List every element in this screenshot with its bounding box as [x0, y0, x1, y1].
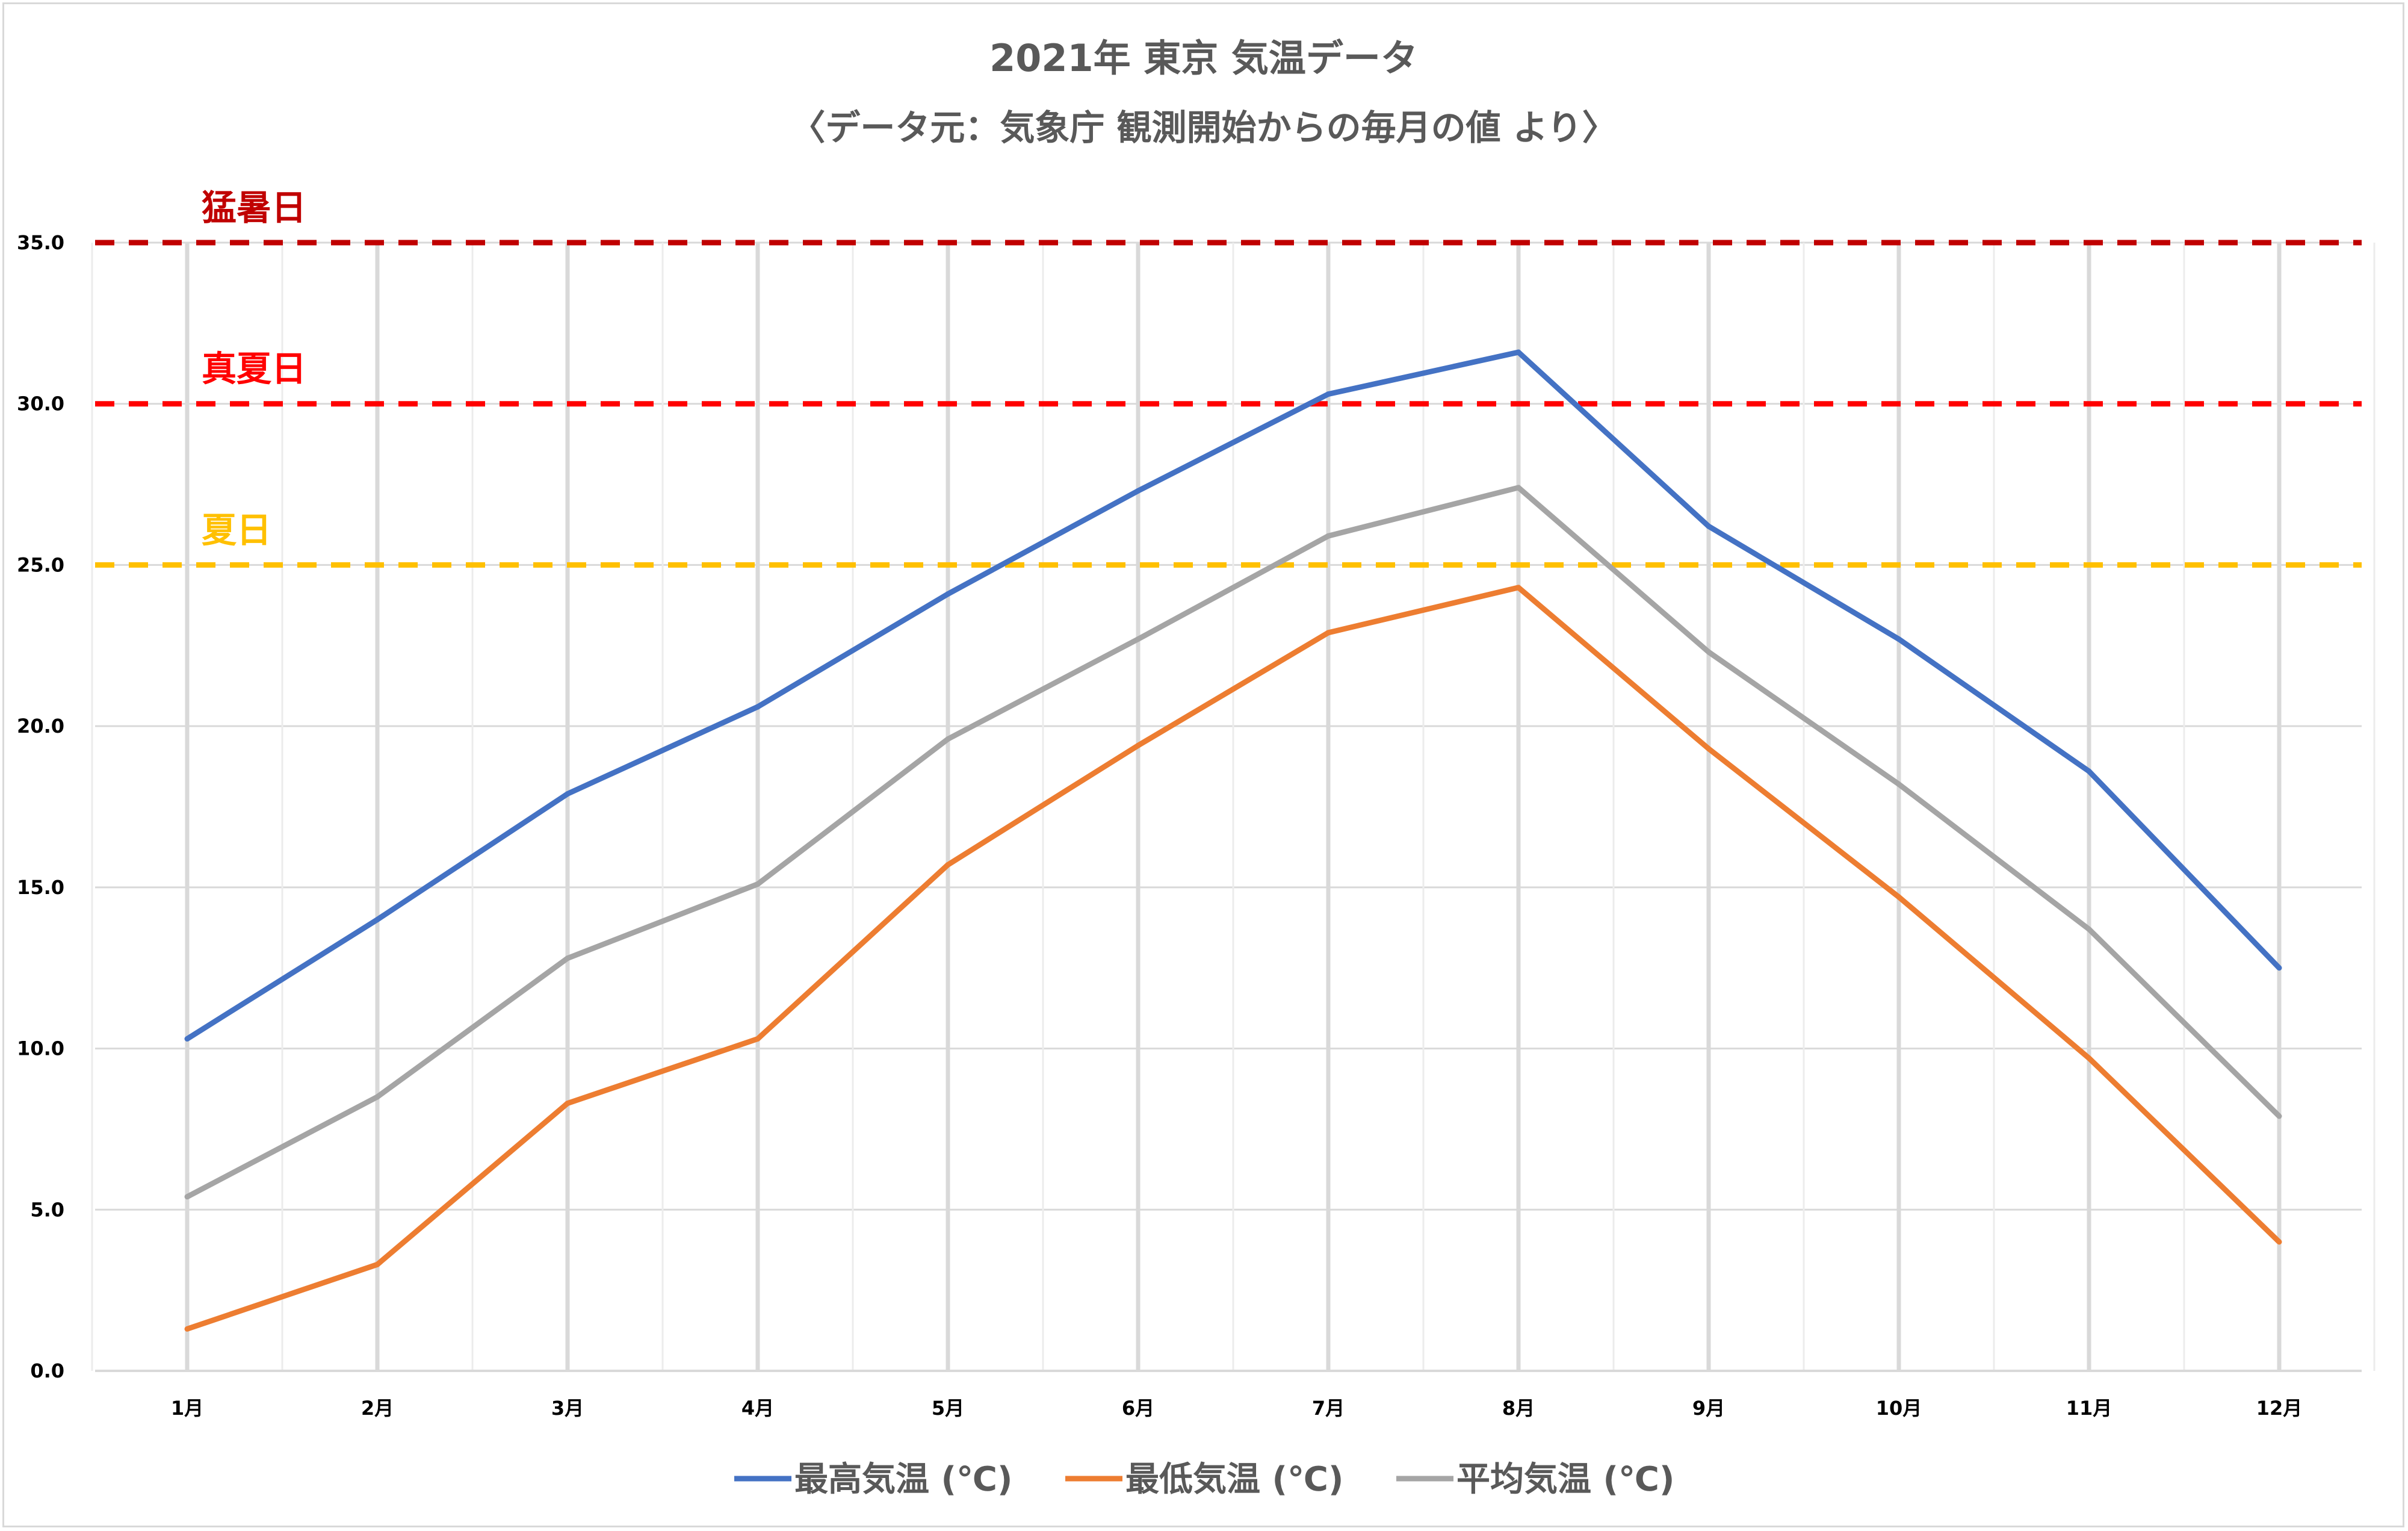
- data-point: [1325, 391, 1331, 397]
- x-tick-label: 1月: [171, 1397, 203, 1420]
- y-tick-label: 15.0: [17, 876, 64, 899]
- series-line: [185, 485, 2282, 1199]
- x-axis-ticks: 1月 2月 3月 4月 5月 6月 7月 8月 9月 10月 11月 12月: [171, 1397, 2302, 1420]
- x-tick-label: 3月: [551, 1397, 584, 1420]
- legend-label: 最高気温 (℃): [794, 1460, 1013, 1499]
- x-tick-label: 4月: [741, 1397, 774, 1420]
- x-tick-label: 9月: [1692, 1397, 1725, 1420]
- data-point: [184, 1194, 190, 1200]
- data-point: [2276, 965, 2282, 971]
- x-tick-label: 2月: [361, 1397, 394, 1420]
- x-tick-label: 10月: [1876, 1397, 1922, 1420]
- legend-label: 平均気温 (℃): [1456, 1460, 1675, 1499]
- data-point: [1515, 485, 1521, 491]
- data-point: [565, 1101, 571, 1107]
- series-lines: [184, 349, 2282, 1332]
- data-point: [374, 1094, 380, 1100]
- y-tick-label: 10.0: [17, 1037, 64, 1060]
- data-point: [1135, 742, 1141, 748]
- y-tick-label: 25.0: [17, 553, 64, 576]
- data-point: [374, 916, 380, 922]
- data-point: [1896, 894, 1902, 900]
- data-point: [945, 862, 951, 868]
- data-point: [184, 1326, 190, 1332]
- x-tick-label: 7月: [1312, 1397, 1345, 1420]
- y-tick-label: 35.0: [17, 231, 64, 254]
- y-axis-ticks: 0.0 5.0 10.0 15.0 20.0 25.0 30.0 35.0: [17, 231, 64, 1382]
- data-point: [1896, 636, 1902, 642]
- y-tick-label: 0.0: [30, 1359, 64, 1382]
- data-point: [755, 881, 761, 887]
- data-point: [374, 1261, 380, 1267]
- data-point: [2086, 1055, 2092, 1061]
- x-tick-label: 8月: [1502, 1397, 1535, 1420]
- x-tick-label: 6月: [1122, 1397, 1154, 1420]
- data-point: [565, 791, 571, 797]
- data-point: [1515, 585, 1521, 591]
- y-tick-label: 5.0: [30, 1198, 64, 1221]
- data-point: [1135, 488, 1141, 494]
- series-line: [185, 349, 2282, 1042]
- reference-label: 夏日: [202, 509, 271, 550]
- legend-label: 最低気温 (℃): [1125, 1460, 1344, 1499]
- data-point: [1325, 630, 1331, 636]
- data-point: [565, 955, 571, 961]
- data-point: [945, 591, 951, 597]
- y-tick-label: 30.0: [17, 393, 64, 415]
- reference-label: 猛暑日: [202, 187, 306, 228]
- data-point: [1706, 649, 1712, 655]
- data-point: [1706, 523, 1712, 529]
- data-point: [2086, 926, 2092, 932]
- data-point: [184, 1036, 190, 1042]
- data-point: [1515, 349, 1521, 355]
- data-point: [2086, 768, 2092, 774]
- data-point: [945, 736, 951, 742]
- legend: 最高気温 (℃) 最低気温 (℃) 平均気温 (℃): [734, 1460, 1675, 1499]
- series-line: [186, 585, 2282, 1332]
- data-point: [2276, 1113, 2282, 1119]
- x-tick-label: 12月: [2256, 1397, 2303, 1420]
- data-point: [1135, 636, 1141, 642]
- gridlines: [91, 241, 2376, 1372]
- x-tick-label: 11月: [2066, 1397, 2112, 1420]
- data-point: [1325, 533, 1331, 539]
- data-point: [1896, 781, 1902, 787]
- data-point: [755, 704, 761, 710]
- data-point: [755, 1036, 761, 1042]
- reference-label: 真夏日: [202, 349, 306, 390]
- x-tick-label: 5月: [932, 1397, 964, 1420]
- data-point: [2276, 1239, 2282, 1245]
- chart-subtitle: 〈データ元：気象庁 観測開始からの毎月の値 より〉: [790, 107, 1617, 148]
- chart-title: 2021年 東京 気温データ: [989, 36, 1418, 80]
- data-point: [1706, 746, 1712, 752]
- y-tick-label: 20.0: [17, 715, 64, 738]
